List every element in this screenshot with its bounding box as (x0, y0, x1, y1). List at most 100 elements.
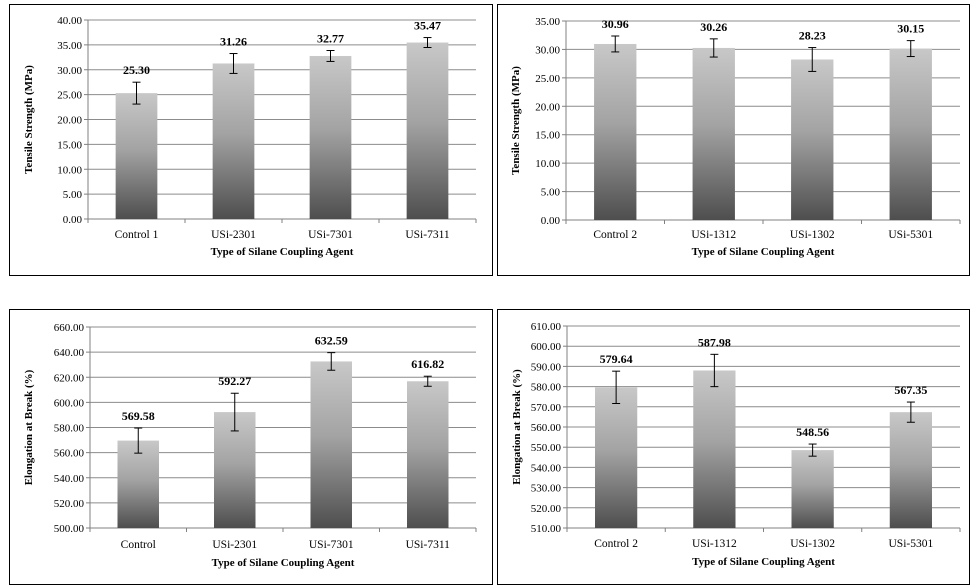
x-category-label: USi-7301 (309, 539, 354, 551)
bar (310, 361, 352, 528)
y-tick-label: 500.00 (54, 523, 85, 535)
bar (407, 381, 449, 528)
y-tick-label: 0.00 (541, 215, 561, 227)
y-tick-label: 20.00 (535, 101, 560, 113)
x-category-label: USi-2301 (212, 539, 257, 551)
y-tick-label: 25.00 (57, 90, 82, 102)
y-tick-label: 35.00 (535, 16, 560, 28)
x-category-label: USi-5301 (889, 538, 934, 550)
y-tick-label: 550.00 (531, 442, 562, 454)
data-label: 32.77 (317, 31, 344, 45)
chart-svg: 500.00 520.00 540.00 560.00 580.00 600.00 620.… (23, 322, 477, 569)
chart-panel-elongation-2: 510.00 520.00 530.00 540.00 550.00 560.00 570.… (497, 309, 970, 585)
x-category-label: USi-2301 (211, 229, 256, 241)
chart-svg: 0.00 5.00 10.00 15.00 20.00 25.00 30.00 35.00 30… (510, 16, 961, 258)
bar (889, 48, 932, 220)
data-label: 616.82 (411, 357, 444, 371)
y-tick-label: 660.00 (54, 322, 85, 334)
x-category-label: Control 1 (115, 229, 159, 241)
y-tick-label: 10.00 (535, 158, 560, 170)
y-tick-label: 540.00 (531, 462, 562, 474)
data-label: 632.59 (315, 334, 348, 348)
y-tick-label: 520.00 (531, 503, 562, 515)
x-category-label: USi-7311 (406, 539, 451, 551)
bar (594, 43, 637, 220)
chart-svg: 510.00 520.00 530.00 540.00 550.00 560.00 570.… (511, 321, 961, 568)
data-label: 592.27 (218, 374, 251, 388)
x-axis-label: Type of Silane Coupling Agent (692, 246, 835, 258)
x-category-label: USi-5301 (888, 229, 933, 241)
bar (692, 47, 735, 220)
chart-panel-elongation-1: 500.00 520.00 540.00 560.00 580.00 600.00 620.… (9, 309, 493, 585)
data-label: 567.35 (894, 383, 927, 397)
bar (406, 42, 449, 220)
y-tick-label: 510.00 (531, 523, 562, 535)
data-label: 548.56 (796, 425, 829, 439)
bar (791, 59, 834, 221)
bar (115, 93, 158, 219)
x-axis-label: Type of Silane Coupling Agent (212, 557, 355, 569)
y-tick-label: 15.00 (57, 139, 82, 151)
y-axis-label: Tensile Strength (MPa) (23, 65, 35, 174)
bar (889, 412, 932, 528)
data-label: 30.15 (897, 22, 924, 36)
data-label: 587.98 (698, 335, 731, 349)
y-tick-label: 540.00 (54, 473, 85, 485)
y-axis-label: Elongation at Break (%) (23, 369, 35, 485)
x-category-label: USi-1312 (692, 538, 737, 550)
y-tick-label: 560.00 (531, 422, 562, 434)
y-tick-label: 620.00 (54, 372, 85, 384)
y-tick-label: 40.00 (57, 15, 82, 27)
data-label: 25.30 (123, 63, 150, 77)
y-tick-label: 20.00 (57, 115, 82, 127)
y-tick-label: 600.00 (54, 397, 85, 409)
data-label: 579.64 (600, 352, 633, 366)
x-axis-label: Type of Silane Coupling Agent (692, 556, 835, 568)
y-tick-label: 580.00 (54, 423, 85, 435)
y-tick-label: 30.00 (57, 65, 82, 77)
data-label: 30.26 (700, 20, 727, 34)
chart-panel-tensile-1: 0.00 5.00 10.00 15.00 20.00 25.00 30.00 35.00 40… (9, 4, 493, 276)
x-category-label: USi-1302 (790, 229, 835, 241)
x-category-label: Control 2 (593, 229, 637, 241)
data-label: 35.47 (414, 19, 441, 33)
bar (693, 370, 736, 528)
y-axis-label: Elongation at Break (%) (511, 369, 523, 485)
x-category-label: USi-7301 (308, 229, 353, 241)
bar (212, 63, 255, 219)
y-tick-label: 610.00 (531, 321, 562, 333)
chart-svg: 0.00 5.00 10.00 15.00 20.00 25.00 30.00 35.00 40… (23, 15, 477, 258)
y-tick-label: 35.00 (57, 40, 82, 52)
y-tick-label: 0.00 (63, 214, 83, 226)
x-category-label: Control 2 (594, 538, 638, 550)
data-label: 28.23 (799, 29, 826, 43)
y-tick-label: 530.00 (531, 483, 562, 495)
y-tick-label: 10.00 (57, 164, 82, 176)
y-tick-label: 15.00 (535, 130, 560, 142)
x-category-label: USi-1312 (691, 229, 736, 241)
x-category-label: USi-7311 (405, 229, 450, 241)
y-tick-label: 30.00 (535, 44, 560, 56)
y-tick-label: 560.00 (54, 448, 85, 460)
y-tick-label: 570.00 (531, 402, 562, 414)
bar (309, 55, 352, 219)
bar (791, 450, 834, 528)
y-tick-label: 600.00 (531, 341, 562, 353)
y-tick-label: 5.00 (541, 187, 561, 199)
x-axis-label: Type of Silane Coupling Agent (211, 246, 354, 258)
y-tick-label: 520.00 (54, 498, 85, 510)
y-tick-label: 590.00 (531, 361, 562, 373)
x-category-label: USi-1302 (790, 538, 835, 550)
data-label: 569.58 (122, 409, 155, 423)
bar (595, 387, 638, 528)
data-label: 30.96 (602, 17, 629, 31)
y-tick-label: 25.00 (535, 73, 560, 85)
bar (117, 440, 159, 528)
chart-panel-tensile-2: 0.00 5.00 10.00 15.00 20.00 25.00 30.00 35.00 30… (497, 4, 970, 276)
data-label: 31.26 (220, 35, 247, 49)
y-tick-label: 580.00 (531, 382, 562, 394)
y-tick-label: 5.00 (63, 189, 83, 201)
y-tick-label: 640.00 (54, 347, 85, 359)
y-axis-label: Tensile Strength (MPa) (510, 66, 522, 175)
x-category-label: Control (121, 539, 156, 551)
